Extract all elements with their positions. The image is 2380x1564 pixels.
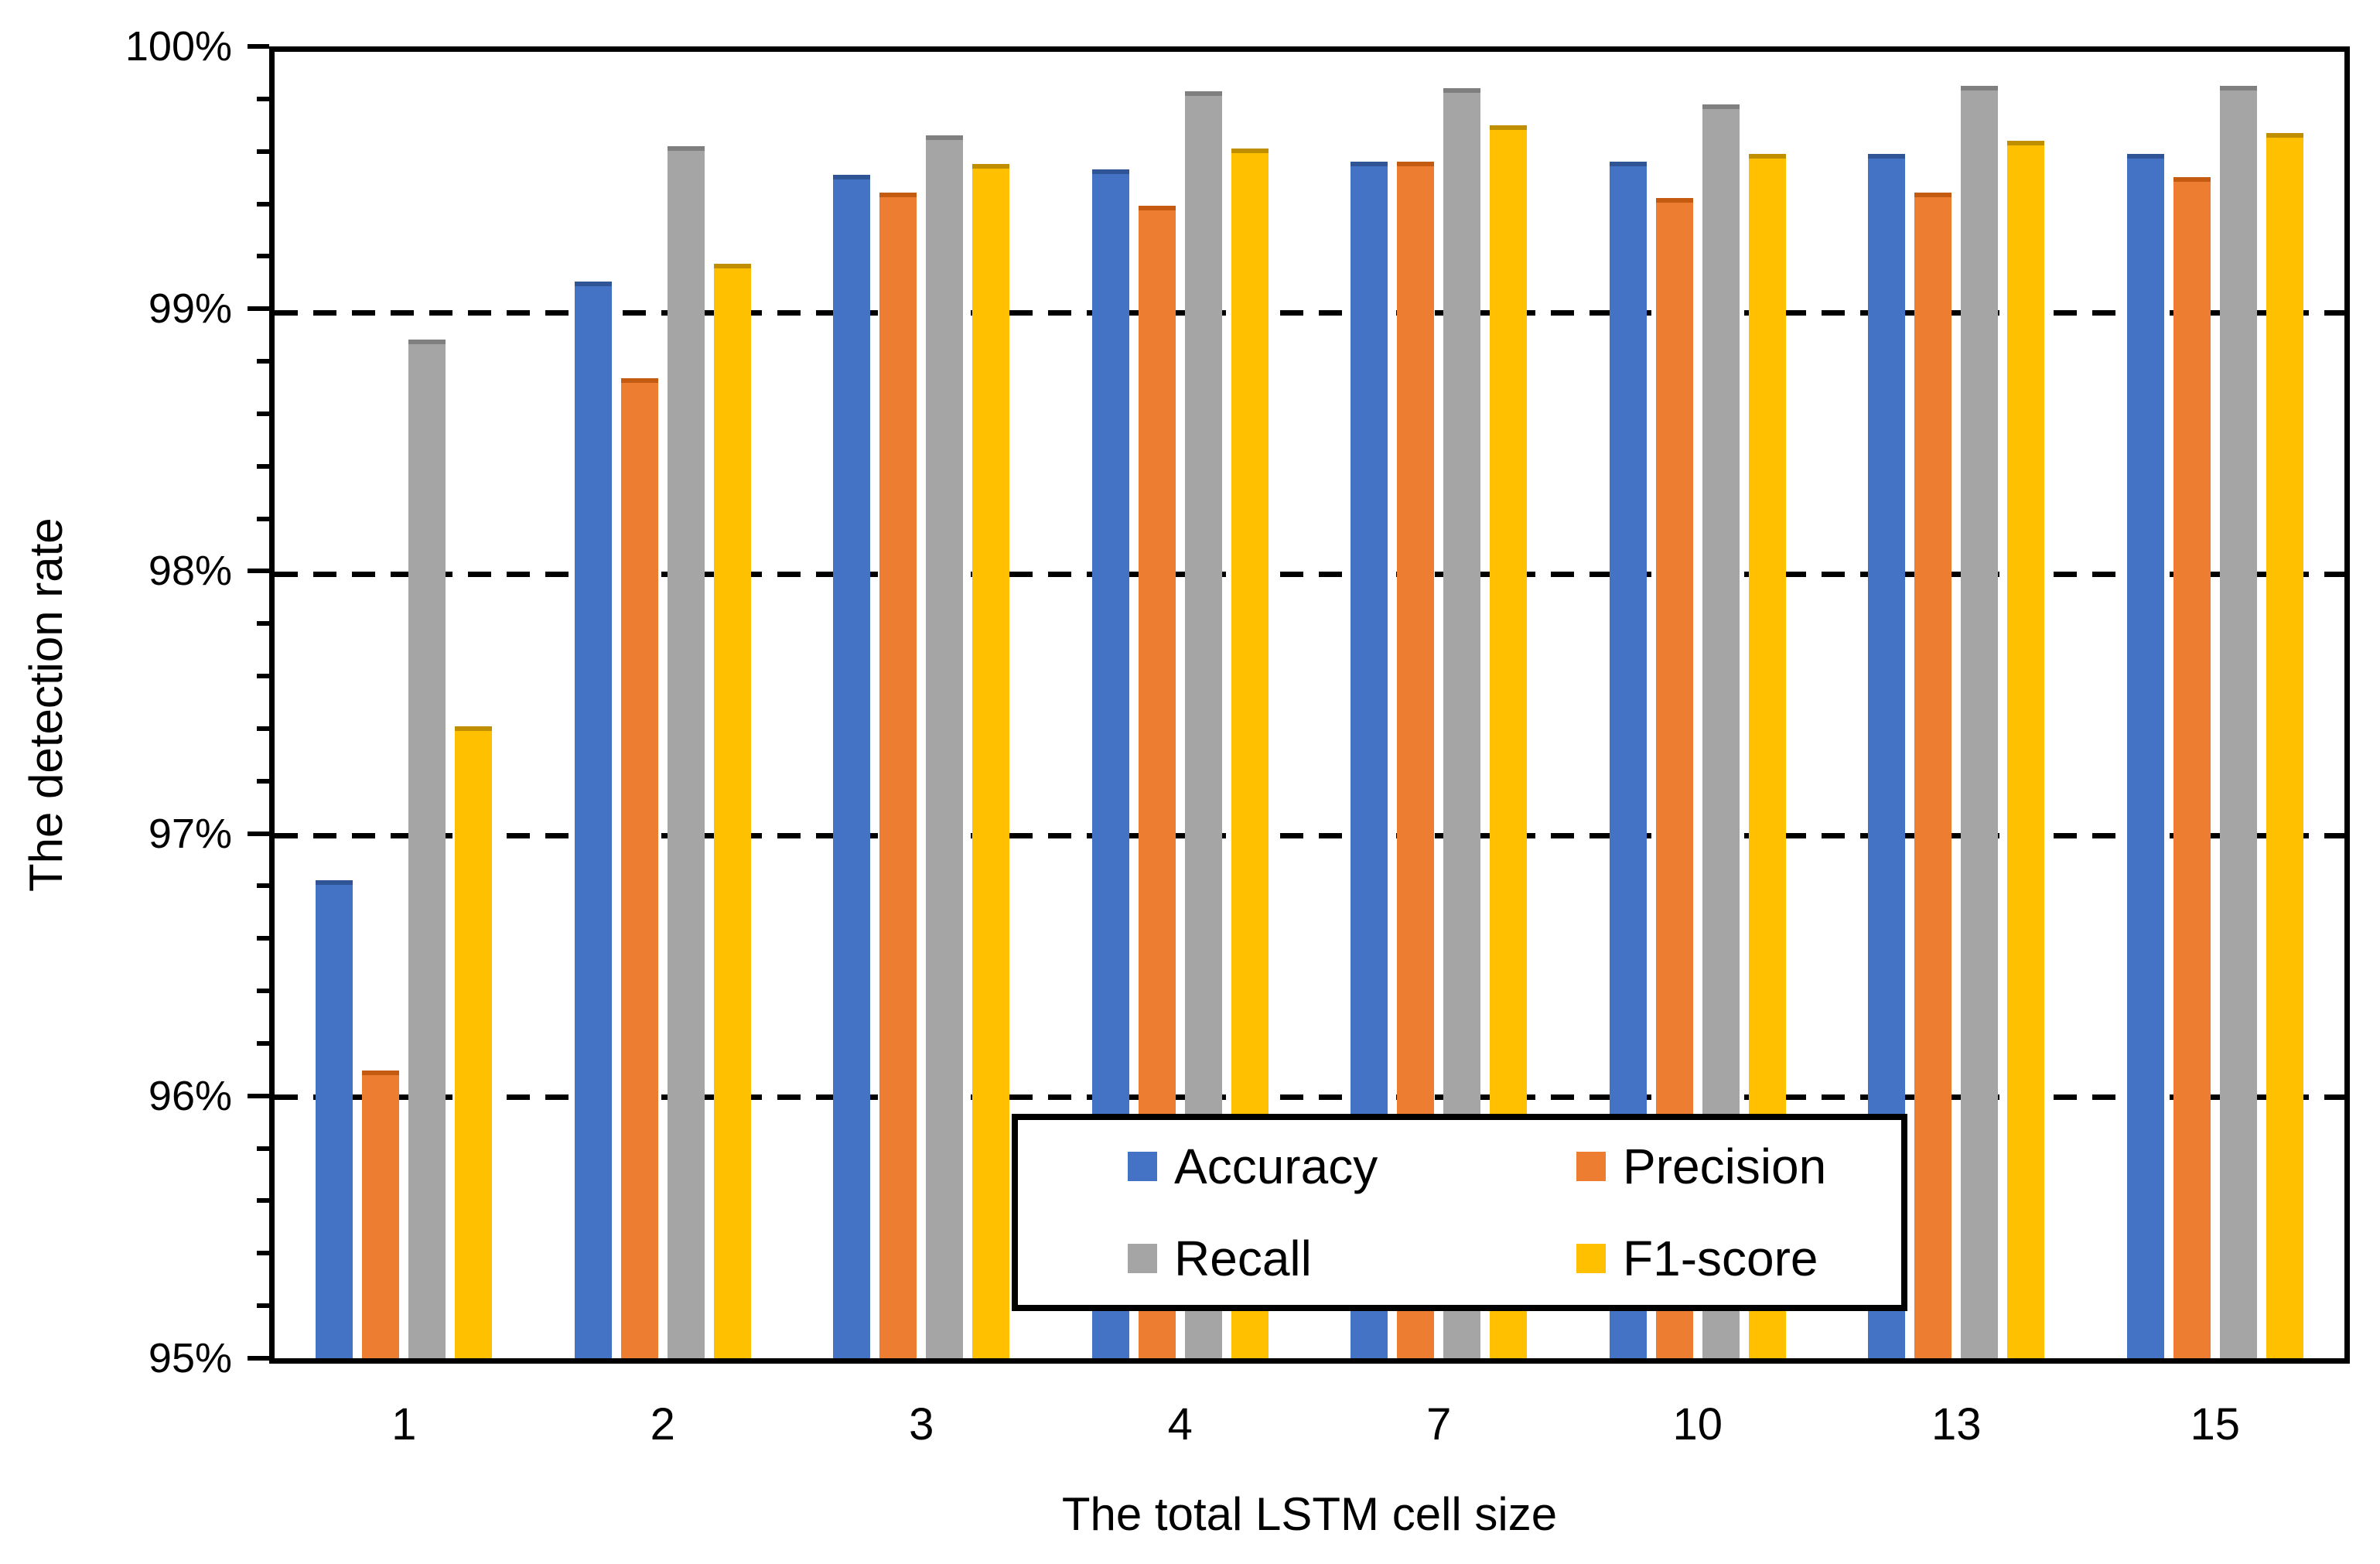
y-tick-label-98: 98% [148, 548, 232, 595]
bar-f1-score-3 [972, 164, 1010, 1358]
bar-precision-3 [879, 193, 917, 1358]
legend-label-f1-score: F1-score [1623, 1231, 1818, 1287]
y-minor-tick-96.6 [257, 936, 269, 941]
y-minor-tick-96.4 [257, 989, 269, 994]
gridline-96 [275, 1094, 2344, 1100]
y-tick-label-97: 97% [148, 810, 232, 857]
y-major-tick-97.0 [248, 831, 269, 836]
y-minor-tick-96.8 [257, 883, 269, 889]
x-tick-label-4: 4 [1167, 1399, 1193, 1450]
precision-swatch [1576, 1151, 1606, 1181]
y-tick-label-96: 96% [148, 1072, 232, 1119]
f1-score-swatch [1576, 1244, 1606, 1274]
y-tick-label-95: 95% [148, 1335, 232, 1381]
legend-label-accuracy: Accuracy [1174, 1138, 1378, 1194]
x-tick-label-2: 2 [650, 1399, 675, 1450]
bar-f1-score-15 [2266, 132, 2303, 1358]
legend: Accuracy Precision Recall F1-score [1012, 1114, 1907, 1311]
legend-item-recall: Recall [1128, 1213, 1576, 1306]
x-tick-label-10: 10 [1672, 1399, 1723, 1450]
bar-recall-1 [408, 339, 446, 1358]
y-minor-tick-97.4 [257, 726, 269, 731]
y-major-tick-99.0 [248, 306, 269, 312]
y-minor-tick-99.6 [257, 149, 269, 154]
bar-accuracy-15 [2126, 153, 2164, 1358]
y-minor-tick-95.6 [257, 1198, 269, 1204]
bar-f1-score-1 [455, 726, 493, 1358]
y-minor-tick-99.2 [257, 254, 269, 259]
y-major-tick-96.0 [248, 1093, 269, 1098]
bar-accuracy-3 [833, 174, 871, 1358]
gridline-99 [275, 310, 2344, 316]
y-major-tick-100.0 [248, 44, 269, 49]
x-tick-label-7: 7 [1426, 1399, 1452, 1450]
x-axis-tick-labels: 1 2 3 4 7 10 13 15 [275, 1398, 2344, 1450]
y-tick-label-99: 99% [148, 285, 232, 333]
y-minor-tick-99.8 [257, 96, 269, 101]
y-axis-title: The detection rate [20, 517, 72, 893]
legend-label-precision: Precision [1623, 1138, 1827, 1194]
y-minor-tick-98.2 [257, 516, 269, 521]
bar-recall-13 [1961, 85, 1999, 1358]
bar-recall-15 [2219, 85, 2257, 1358]
bar-precision-2 [620, 378, 658, 1358]
x-tick-label-3: 3 [909, 1399, 934, 1450]
gridline-97 [275, 832, 2344, 838]
legend-item-f1score: F1-score [1576, 1213, 1901, 1306]
accuracy-swatch [1128, 1151, 1157, 1181]
legend-item-precision: Precision [1576, 1120, 1901, 1213]
y-minor-tick-96.2 [257, 1040, 269, 1046]
legend-item-accuracy: Accuracy [1128, 1120, 1576, 1213]
y-minor-tick-98.8 [257, 359, 269, 364]
bar-f1-score-13 [2007, 140, 2045, 1358]
y-major-tick-98.0 [248, 569, 269, 574]
y-minor-tick-97.8 [257, 621, 269, 627]
bar-recall-3 [926, 135, 964, 1358]
x-tick-label-15: 15 [2190, 1399, 2240, 1450]
bar-accuracy-1 [316, 879, 353, 1358]
x-tick-label-1: 1 [391, 1399, 417, 1450]
legend-label-recall: Recall [1174, 1231, 1312, 1287]
gridline-98 [275, 572, 2344, 578]
bar-f1-score-2 [713, 263, 751, 1358]
x-tick-label-13: 13 [1931, 1399, 1982, 1450]
x-axis-title: The total LSTM cell size [1061, 1488, 1558, 1540]
recall-swatch [1128, 1244, 1157, 1274]
y-minor-tick-97.6 [257, 674, 269, 679]
y-minor-tick-98.6 [257, 411, 269, 416]
bar-precision-1 [362, 1071, 400, 1358]
y-minor-tick-95.4 [257, 1251, 269, 1256]
bar-recall-2 [667, 145, 705, 1358]
y-major-tick-95.0 [248, 1356, 269, 1361]
bar-accuracy-2 [574, 282, 612, 1358]
y-minor-tick-99.4 [257, 201, 269, 207]
y-minor-tick-98.4 [257, 463, 269, 469]
y-minor-tick-95.2 [257, 1303, 269, 1309]
y-tick-label-100: 100% [125, 23, 232, 70]
y-minor-tick-95.8 [257, 1146, 269, 1151]
y-minor-tick-97.2 [257, 778, 269, 784]
bar-precision-15 [2173, 177, 2211, 1358]
bar-precision-13 [1914, 193, 1952, 1358]
